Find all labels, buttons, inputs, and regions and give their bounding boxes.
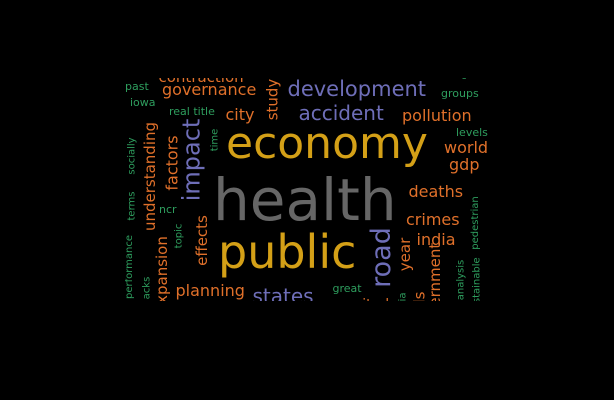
word-effects: effects bbox=[192, 214, 211, 266]
word-great: great bbox=[332, 281, 362, 295]
word-city: city bbox=[225, 105, 255, 124]
word-governance: governance bbox=[162, 80, 257, 99]
word-ncr: ncr bbox=[159, 202, 177, 216]
word-development: development bbox=[287, 78, 427, 101]
word-past: past bbox=[125, 79, 149, 93]
word-groups: groups bbox=[441, 86, 479, 100]
word-economy: economy bbox=[226, 118, 428, 169]
word-iowa: iowa bbox=[130, 95, 156, 109]
word-health: health bbox=[213, 166, 397, 234]
word-public: public bbox=[218, 225, 357, 279]
word-ia: ia bbox=[396, 292, 408, 301]
word-india: india bbox=[416, 230, 456, 249]
word-understanding: understanding bbox=[140, 121, 159, 231]
word-socially: socially bbox=[126, 137, 138, 175]
word-gdp: gdp bbox=[449, 155, 480, 174]
word-terms: terms bbox=[125, 191, 137, 221]
word-study: study bbox=[263, 78, 282, 120]
word-c: c bbox=[461, 78, 467, 82]
word-world: world bbox=[444, 138, 489, 157]
word-government: government bbox=[425, 242, 444, 301]
word-year: year bbox=[395, 237, 414, 271]
word-factors: factors bbox=[162, 135, 182, 191]
word-planning: planning bbox=[175, 281, 245, 300]
word-performance: performance bbox=[125, 234, 136, 300]
word-time: time bbox=[208, 128, 220, 152]
word-crimes: crimes bbox=[406, 210, 460, 229]
word-cloud: health economy public road development impact… bbox=[125, 78, 490, 301]
word-topic: topic bbox=[172, 223, 184, 249]
word-expansion: expansion bbox=[152, 235, 171, 301]
word-ls: ls bbox=[410, 291, 429, 301]
word-pollution: pollution bbox=[402, 106, 472, 125]
word-pedestrian: pedestrian bbox=[469, 196, 481, 250]
word-states: states bbox=[252, 284, 314, 301]
word-impact: impact bbox=[176, 118, 205, 202]
word-acks: acks bbox=[140, 276, 152, 300]
word-contraction: contraction bbox=[159, 78, 244, 85]
word-united: united bbox=[345, 298, 390, 301]
word-analysis: analysis bbox=[454, 259, 466, 301]
word-accident: accident bbox=[298, 101, 384, 125]
word-road: road bbox=[365, 226, 397, 288]
word-deaths: deaths bbox=[408, 182, 464, 201]
word-levels: levels bbox=[456, 125, 488, 139]
word-real-title: real title bbox=[169, 104, 215, 118]
word-sustainable: sustainable bbox=[471, 257, 483, 301]
